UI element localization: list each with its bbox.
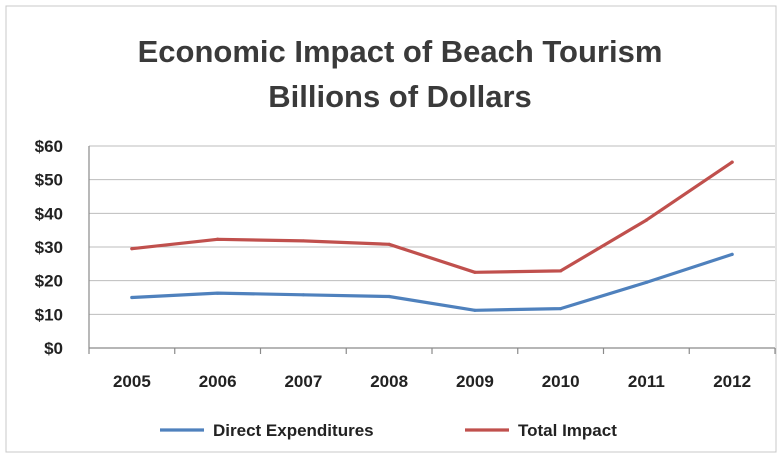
legend-label: Total Impact [518, 421, 617, 440]
x-tick-label: 2007 [284, 372, 322, 391]
legend-label: Direct Expenditures [213, 421, 374, 440]
series-line [130, 252, 734, 312]
data-point [644, 280, 648, 284]
x-tick-label: 2006 [199, 372, 237, 391]
chart-title: Economic Impact of Beach Tourism [138, 34, 663, 69]
x-tick-label: 2005 [113, 372, 151, 391]
y-tick-label: $50 [35, 171, 63, 190]
data-point [730, 252, 734, 257]
data-point [473, 270, 477, 274]
y-axis-ticks: $0 $10 $20 $30 $40 $50 $60 [35, 137, 63, 358]
data-point [387, 242, 391, 246]
y-tick-label: $0 [44, 339, 63, 358]
data-point [473, 308, 477, 312]
chart-frame [5, 5, 777, 453]
data-point [730, 160, 734, 164]
y-tick-label: $10 [35, 305, 63, 324]
data-point [301, 239, 305, 243]
data-point [130, 295, 134, 300]
data-point [559, 307, 563, 311]
x-tick-label: 2010 [542, 372, 580, 391]
y-tick-label: $20 [35, 272, 63, 291]
data-point [301, 293, 305, 297]
data-point [559, 269, 563, 273]
legend: Direct Expenditures Total Impact [160, 421, 617, 440]
series-line [130, 160, 734, 274]
y-tick-label: $40 [35, 204, 63, 223]
x-tick-label: 2012 [713, 372, 751, 391]
chart-subtitle: Billions of Dollars [268, 79, 532, 114]
x-tick-label: 2008 [370, 372, 408, 391]
data-point [130, 247, 134, 251]
x-tick-label: 2009 [456, 372, 494, 391]
data-point [216, 291, 220, 295]
x-tick-label: 2011 [628, 372, 665, 391]
data-point [644, 218, 648, 222]
gridlines [89, 145, 775, 315]
data-point [216, 237, 220, 241]
y-tick-label: $30 [35, 238, 63, 257]
data-point [387, 294, 391, 299]
axes [88, 146, 776, 354]
x-axis-ticks: 2005 2006 2007 2008 2009 2010 2011 2012 [113, 372, 751, 391]
y-tick-label: $60 [35, 137, 63, 156]
series-lines [130, 160, 734, 312]
